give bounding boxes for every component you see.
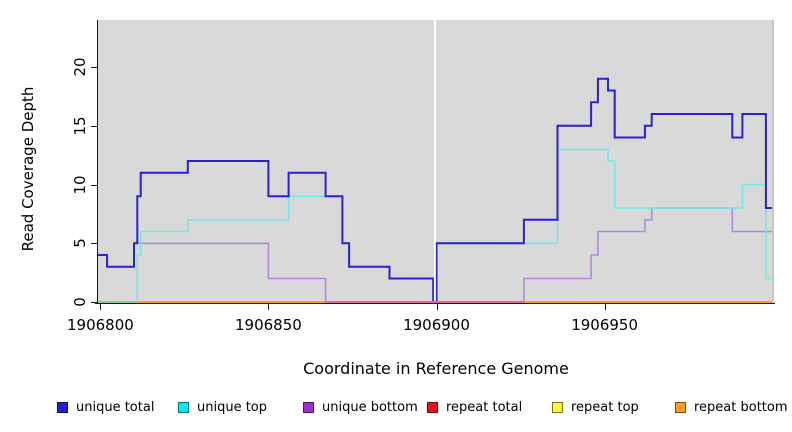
y-tick-label: 15 xyxy=(71,116,89,136)
y-tick-label: 0 xyxy=(71,297,89,307)
unique-top-swatch-icon xyxy=(178,401,189,413)
legend-label: repeat bottom xyxy=(694,399,788,415)
x-tick-mark xyxy=(436,304,438,310)
y-tick-mark xyxy=(91,67,97,68)
legend-label: unique total xyxy=(76,399,155,415)
y-tick-label: 5 xyxy=(71,238,89,249)
legend-label: repeat total xyxy=(446,399,523,415)
legend-item-repeat-top: repeat top xyxy=(552,399,639,415)
legend-label: repeat top xyxy=(571,399,639,415)
x-tick-mark xyxy=(100,304,102,310)
x-axis-title: Coordinate in Reference Genome xyxy=(303,359,569,378)
unique-bottom-swatch-icon xyxy=(303,401,314,413)
x-tick-label: 1906900 xyxy=(403,316,470,334)
y-tick-mark xyxy=(91,184,97,186)
repeat-total-swatch-icon xyxy=(427,401,438,413)
legend-item-unique-top: unique top xyxy=(178,399,268,415)
y-tick-label: 20 xyxy=(71,57,89,77)
legend-item-unique-total: unique total xyxy=(57,399,155,415)
legend-item-repeat-bottom: repeat bottom xyxy=(675,399,788,415)
x-tick-label: 1906850 xyxy=(234,316,302,334)
repeat-top-swatch-icon xyxy=(552,401,563,413)
y-axis-line xyxy=(97,20,98,304)
coverage-step-plot xyxy=(98,20,772,303)
legend-label: unique bottom xyxy=(322,399,418,415)
legend-label: unique top xyxy=(197,399,268,415)
y-tick-mark xyxy=(91,243,97,245)
y-tick-label: 10 xyxy=(71,174,89,195)
x-tick-mark xyxy=(604,304,606,310)
legend-item-unique-bottom: unique bottom xyxy=(303,399,418,415)
unique-total-swatch-icon xyxy=(57,401,68,413)
plot-panel xyxy=(98,20,774,303)
missing-data-gap xyxy=(433,20,436,301)
y-tick-mark xyxy=(91,125,97,127)
y-tick-mark xyxy=(91,302,97,303)
x-tick-label: 1906800 xyxy=(66,316,134,334)
x-tick-label: 1906950 xyxy=(571,316,638,334)
legend-item-repeat-total: repeat total xyxy=(427,399,523,415)
x-axis-line xyxy=(95,303,775,304)
repeat-bottom-swatch-icon xyxy=(675,401,686,413)
y-axis-title: Read Coverage Depth xyxy=(19,86,37,252)
x-tick-mark xyxy=(268,304,270,310)
